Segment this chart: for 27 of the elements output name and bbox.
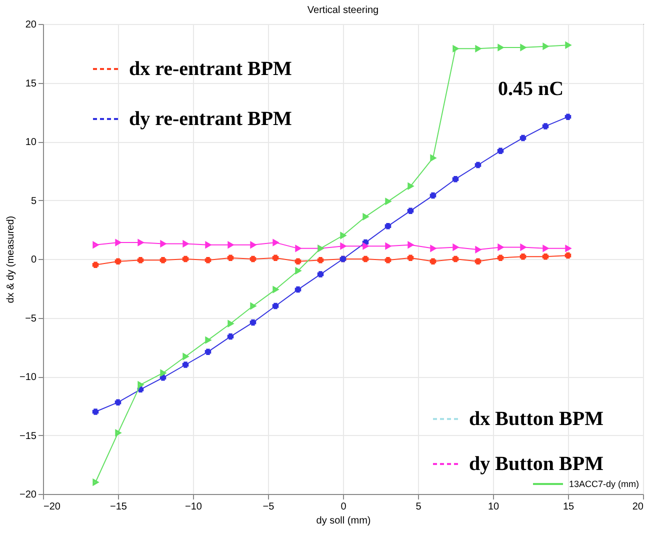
x-tick-label: 5 <box>416 502 422 512</box>
x-axis-title: dy soll (mm) <box>316 516 371 526</box>
y-tick-label: −20 <box>20 490 37 500</box>
x-tick-label: 20 <box>632 502 644 512</box>
legend-label: 13ACC7-dy (mm) <box>569 479 640 489</box>
annotation: 0.45 nC <box>498 78 564 100</box>
y-axis-title: dx & dy (measured) <box>6 216 17 304</box>
y-tick-label: 15 <box>25 78 37 90</box>
x-tick-label: 10 <box>488 502 500 512</box>
x-tick-label: −10 <box>185 502 202 512</box>
x-tick-label: −15 <box>110 502 128 512</box>
legend-label: dy Button BPM <box>469 453 604 475</box>
legend-label: dx Button BPM <box>469 408 604 430</box>
y-tick-label: 10 <box>25 137 37 148</box>
y-tick-label: 20 <box>25 20 37 30</box>
legend-label: dx re-entrant BPM <box>129 58 292 80</box>
y-tick-label: −10 <box>20 372 37 383</box>
y-tick-label: 5 <box>30 196 37 207</box>
x-tick-label: −5 <box>262 502 275 512</box>
y-tick-label: −5 <box>25 313 37 324</box>
legend-label: dy re-entrant BPM <box>129 108 292 130</box>
x-tick-label: 0 <box>340 502 347 512</box>
x-tick-label: 15 <box>562 502 574 512</box>
x-tick-label: −20 <box>44 502 61 512</box>
y-tick-label: −15 <box>20 430 37 442</box>
chart-title: Vertical steering <box>307 5 379 16</box>
y-tick-label: 0 <box>30 254 37 266</box>
